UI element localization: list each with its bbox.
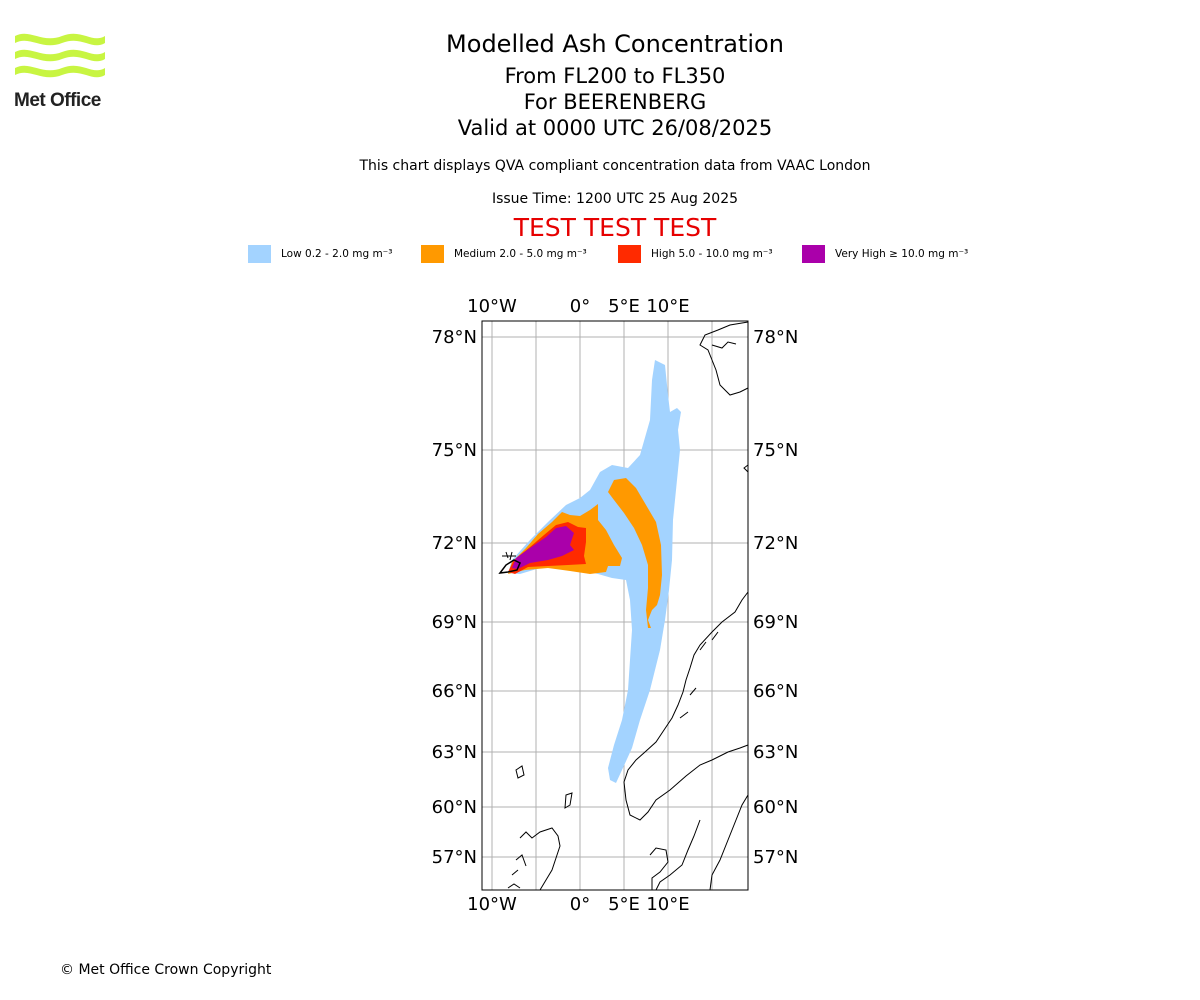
test-banner: TEST TEST TEST — [513, 213, 717, 242]
lon-label-top-10w: 10°W — [467, 296, 517, 317]
volcano-symbol — [502, 551, 516, 561]
lon-label-top-0: 0° — [570, 296, 590, 317]
bear-island — [743, 464, 749, 473]
legend-swatch-very-high — [802, 245, 825, 263]
ash-concentration-map: 10°W 0° 5°E 10°E 10°W 0° 5°E 10°E 78°N 7… — [432, 296, 799, 915]
ash-very-high-region — [512, 526, 574, 569]
legend-item-high: High 5.0 - 10.0 mg m⁻³ — [618, 244, 773, 264]
lat-label-left-66n: 66°N — [432, 681, 477, 702]
legend-swatch-high — [618, 245, 641, 263]
lon-label-bottom-0: 0° — [570, 894, 590, 915]
lat-label-left-78n: 78°N — [432, 327, 477, 348]
lat-label-left-60n: 60°N — [432, 797, 477, 818]
svalbard-coast — [699, 321, 749, 396]
legend-item-medium: Medium 2.0 - 5.0 mg m⁻³ — [421, 244, 587, 264]
map-frame — [481, 320, 749, 891]
lat-label-right-69n: 69°N — [753, 612, 798, 633]
scotland-coast — [511, 827, 561, 891]
denmark-coast — [649, 847, 669, 890]
legend-item-very-high: Very High ≥ 10.0 mg m⁻³ — [802, 244, 968, 264]
lon-label-bottom-10e: 10°E — [646, 894, 689, 915]
legend-label-high: High 5.0 - 10.0 mg m⁻³ — [651, 248, 773, 260]
lat-label-right-57n: 57°N — [753, 847, 798, 868]
issue-time: Issue Time: 1200 UTC 25 Aug 2025 — [491, 191, 739, 207]
lat-label-right-72n: 72°N — [753, 533, 798, 554]
lat-label-left-69n: 69°N — [432, 612, 477, 633]
legend-item-low: Low 0.2 - 2.0 mg m⁻³ — [248, 244, 392, 264]
skagerrak-coast — [655, 819, 701, 891]
validity-time: Valid at 0000 UTC 26/08/2025 — [457, 116, 773, 140]
coastlines — [498, 321, 749, 891]
map-background — [482, 321, 748, 890]
legend-label-low: Low 0.2 - 2.0 mg m⁻³ — [281, 248, 393, 260]
legend-swatch-low — [248, 245, 271, 263]
faroe-islands — [515, 765, 525, 779]
legend-label-medium: Medium 2.0 - 5.0 mg m⁻³ — [454, 248, 587, 260]
lat-label-right-63n: 63°N — [753, 742, 798, 763]
met-office-waves-icon — [15, 33, 105, 78]
met-office-logo: Met Office — [14, 30, 110, 114]
lon-label-bottom-5e: 5°E — [608, 894, 640, 915]
lat-label-left-72n: 72°N — [432, 533, 477, 554]
ash-medium-band — [608, 478, 662, 628]
sweden-coast — [709, 794, 749, 891]
shetland-islands — [564, 792, 573, 809]
logo-text: Met Office — [14, 90, 101, 111]
lon-label-bottom-10w: 10°W — [467, 894, 517, 915]
norway-coast — [623, 591, 749, 821]
compliance-note: This chart displays QVA compliant concen… — [359, 158, 871, 174]
legend-label-very-high: Very High ≥ 10.0 mg m⁻³ — [835, 248, 969, 260]
jan-mayen-island — [498, 559, 521, 574]
lat-label-left-57n: 57°N — [432, 847, 477, 868]
lat-label-left-63n: 63°N — [432, 742, 477, 763]
legend-swatch-medium — [421, 245, 444, 263]
lat-label-right-60n: 60°N — [753, 797, 798, 818]
lat-label-left-75n: 75°N — [432, 440, 477, 461]
norway-islands — [679, 631, 719, 719]
lon-label-top-10e: 10°E — [646, 296, 689, 317]
copyright-notice: © Met Office Crown Copyright — [60, 962, 272, 978]
lat-label-right-66n: 66°N — [753, 681, 798, 702]
graticule — [482, 321, 748, 890]
flight-level-range: From FL200 to FL350 — [504, 64, 726, 88]
lat-label-right-78n: 78°N — [753, 327, 798, 348]
volcano-name: For BEERENBERG — [523, 90, 707, 114]
ireland-coast — [507, 883, 521, 889]
chart-title: Modelled Ash Concentration — [446, 30, 784, 58]
svalbard-fjord — [711, 341, 737, 349]
lat-label-right-75n: 75°N — [753, 440, 798, 461]
concentration-legend: Low 0.2 - 2.0 mg m⁻³ Medium 2.0 - 5.0 mg… — [0, 244, 1200, 264]
lon-label-top-5e: 5°E — [608, 296, 640, 317]
